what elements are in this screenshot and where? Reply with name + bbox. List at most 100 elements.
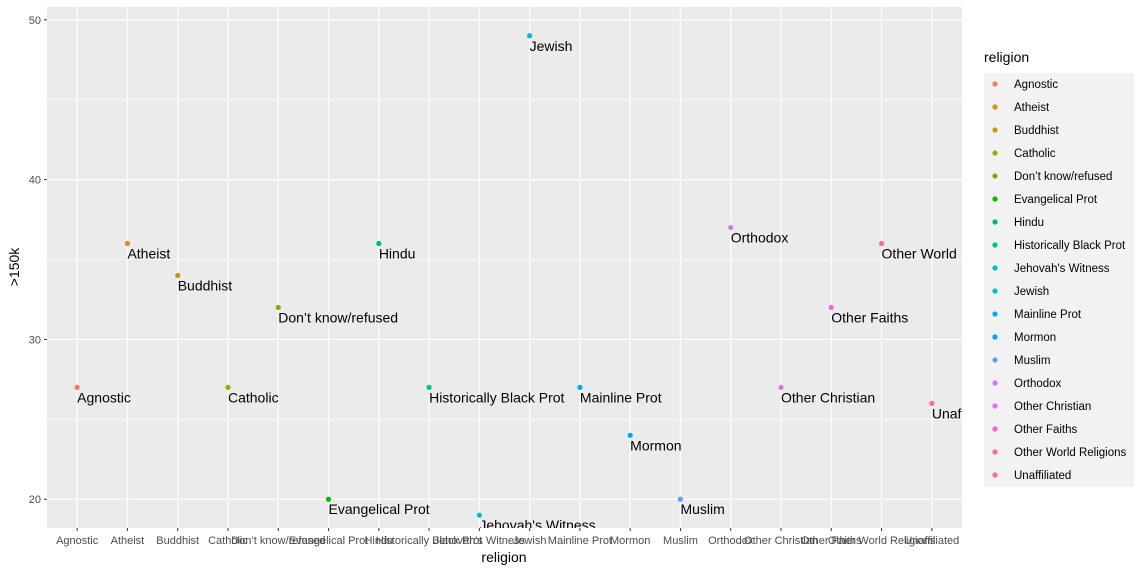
x-tick-label: Other Christian [744, 535, 818, 547]
data-label: Unaf [932, 405, 962, 421]
legend-entry-label: Jewish [1014, 286, 1049, 298]
data-label: Muslim [680, 501, 724, 517]
legend-entry-label: Mainline Prot [1014, 309, 1082, 321]
legend-entry-label: Jehovah's Witness [1014, 263, 1110, 275]
x-tick-label: Don’t know/refused [231, 535, 325, 547]
data-label: Hindu [379, 246, 416, 262]
y-axis-title: >150k [6, 247, 22, 287]
data-point [728, 224, 734, 231]
legend-key [992, 150, 998, 156]
legend-entry-label: Unaffiliated [1014, 470, 1071, 482]
data-point [577, 384, 583, 390]
legend-entry-label: Atheist [1014, 102, 1050, 114]
data-point [929, 400, 935, 406]
legend-key [992, 219, 998, 225]
legend-entry-label: Muslim [1014, 355, 1050, 367]
data-label: Mormon [630, 437, 681, 453]
data-point [275, 304, 281, 311]
legend-entry-label: Buddhist [1014, 125, 1060, 137]
point-labels: Agnostic Atheist Buddhist Catholic Don’t kno… [77, 38, 962, 533]
legend-key [992, 265, 998, 271]
data-point [828, 304, 834, 311]
x-tick-label: Jehovah's Witness [434, 535, 526, 547]
y-axis: 20 30 40 50 [29, 15, 47, 506]
legend-entry-label: Mormon [1014, 332, 1056, 344]
data-label: Mainline Prot [580, 389, 662, 405]
legend-entry-label: Hindu [1014, 217, 1044, 229]
x-tick-label: Atheist [111, 535, 145, 547]
x-tick-label: Orthodox [708, 535, 754, 547]
legend-entry-label: Don’t know/refused [1014, 171, 1112, 183]
legend-key [992, 449, 998, 455]
x-tick-label: Jewish [513, 535, 547, 547]
data-label: Catholic [228, 389, 279, 405]
legend-entry-label: Agnostic [1014, 79, 1058, 91]
data-point [225, 384, 231, 390]
data-label: Other Faiths [831, 309, 908, 325]
x-tick-label: Evangelical Prot [289, 535, 369, 547]
legend-key [992, 426, 998, 432]
data-point [325, 496, 332, 502]
data-label: Other Christian [781, 389, 875, 405]
data-label: Don’t know/refused [278, 309, 398, 325]
legend-key [992, 288, 998, 294]
x-tick-label: Catholic [208, 535, 248, 547]
data-point [74, 384, 80, 390]
legend-key [992, 127, 998, 133]
plot-panel [47, 7, 962, 528]
data-label: Other World [882, 246, 957, 262]
legend-key [992, 242, 998, 248]
major-gridlines [47, 7, 962, 528]
legend-entry-label: Orthodox [1014, 378, 1062, 390]
data-point [175, 272, 181, 279]
data-label: Atheist [127, 246, 170, 262]
data-label: Orthodox [731, 230, 789, 246]
legend-entry-label: Evangelical Prot [1014, 194, 1098, 206]
data-point [376, 240, 382, 247]
legend-entry-label: Other Christian [1014, 401, 1091, 413]
minor-gridlines [47, 99, 962, 420]
data-point [878, 240, 885, 247]
data-point [124, 240, 131, 247]
data-point [527, 33, 533, 39]
x-tick-label: Buddhist [156, 535, 199, 547]
legend-entry-label: Other Faiths [1014, 424, 1078, 436]
data-label: Historically Black Prot [429, 389, 564, 405]
data-label: Jehovah's Witness [479, 517, 595, 533]
x-tick-label: Agnostic [56, 535, 99, 547]
legend-entry-label: Catholic [1014, 148, 1056, 160]
y-tick-label: 40 [29, 175, 41, 187]
data-point [677, 496, 684, 502]
legend-key-background [984, 73, 1134, 487]
data-label: Jewish [530, 38, 573, 54]
legend-key [992, 311, 998, 317]
legend-key [992, 81, 998, 87]
legend-key [992, 403, 998, 409]
legend-key [992, 104, 998, 110]
data-point [627, 432, 633, 438]
legend-key [992, 380, 998, 386]
legend-key [992, 472, 998, 478]
x-tick-label: Other World Religions [828, 535, 936, 547]
legend-entry-label: Historically Black Prot [1014, 240, 1126, 252]
legend-key [992, 357, 998, 363]
data-point [426, 384, 432, 390]
y-tick-label: 30 [29, 334, 41, 346]
x-tick-label: Muslim [663, 535, 698, 547]
legend-key [992, 196, 998, 202]
x-tick-label: Mormon [610, 535, 650, 547]
x-tick-label: Mainline Prot [548, 535, 612, 547]
legend-key [992, 334, 998, 340]
y-tick-label: 50 [29, 15, 41, 27]
data-points [74, 33, 935, 518]
x-tick-label: Other Faiths [801, 535, 862, 547]
legend-title: religion [984, 49, 1029, 65]
x-tick-label: Historically Black Prot [376, 535, 482, 547]
legend: religion Agnostic Atheist Buddhist Catholic… [984, 49, 1134, 487]
legend-entry-label: Other World Religions [1014, 447, 1127, 459]
y-tick-label: 20 [29, 494, 41, 506]
data-point [476, 512, 482, 518]
legend-key [992, 173, 998, 179]
